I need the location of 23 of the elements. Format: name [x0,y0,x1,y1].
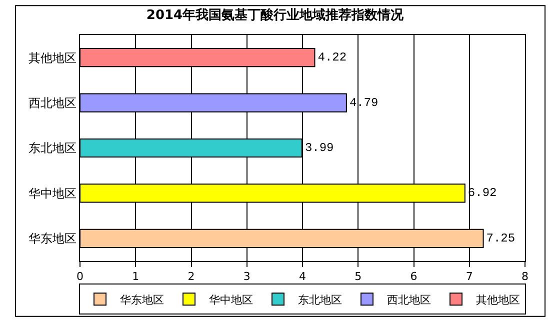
y-tick-label: 其他地区 [28,50,77,65]
x-tick-label: 8 [522,270,528,284]
y-tick-label: 华东地区 [28,232,77,246]
legend-label: 其他地区 [476,293,520,306]
x-tick-label: 2 [188,270,195,284]
legend-label: 华东地区 [120,293,164,306]
data-label: 3.99 [304,141,334,155]
x-tick-label: 0 [76,270,84,284]
data-label: 7.25 [486,231,516,246]
y-tick-label: 西北地区 [28,96,77,110]
x-tick-label: 7 [466,270,473,284]
data-label: 4.22 [318,50,347,65]
x-tick-label: 6 [410,270,418,284]
x-tick-label: 4 [299,270,306,284]
x-tick-label: 3 [243,270,250,284]
legend-label: 华中地区 [209,293,253,306]
y-tick-label: 华中地区 [28,186,77,200]
chart-title: 2014年我国氨基丁酸行业地域推荐指数情况 [146,6,405,23]
legend-label: 东北地区 [298,293,342,306]
y-tick-label: 东北地区 [28,141,77,156]
legend-label: 西北地区 [387,293,431,306]
x-tick-label: 1 [132,270,140,284]
x-tick-label: 5 [354,270,362,284]
